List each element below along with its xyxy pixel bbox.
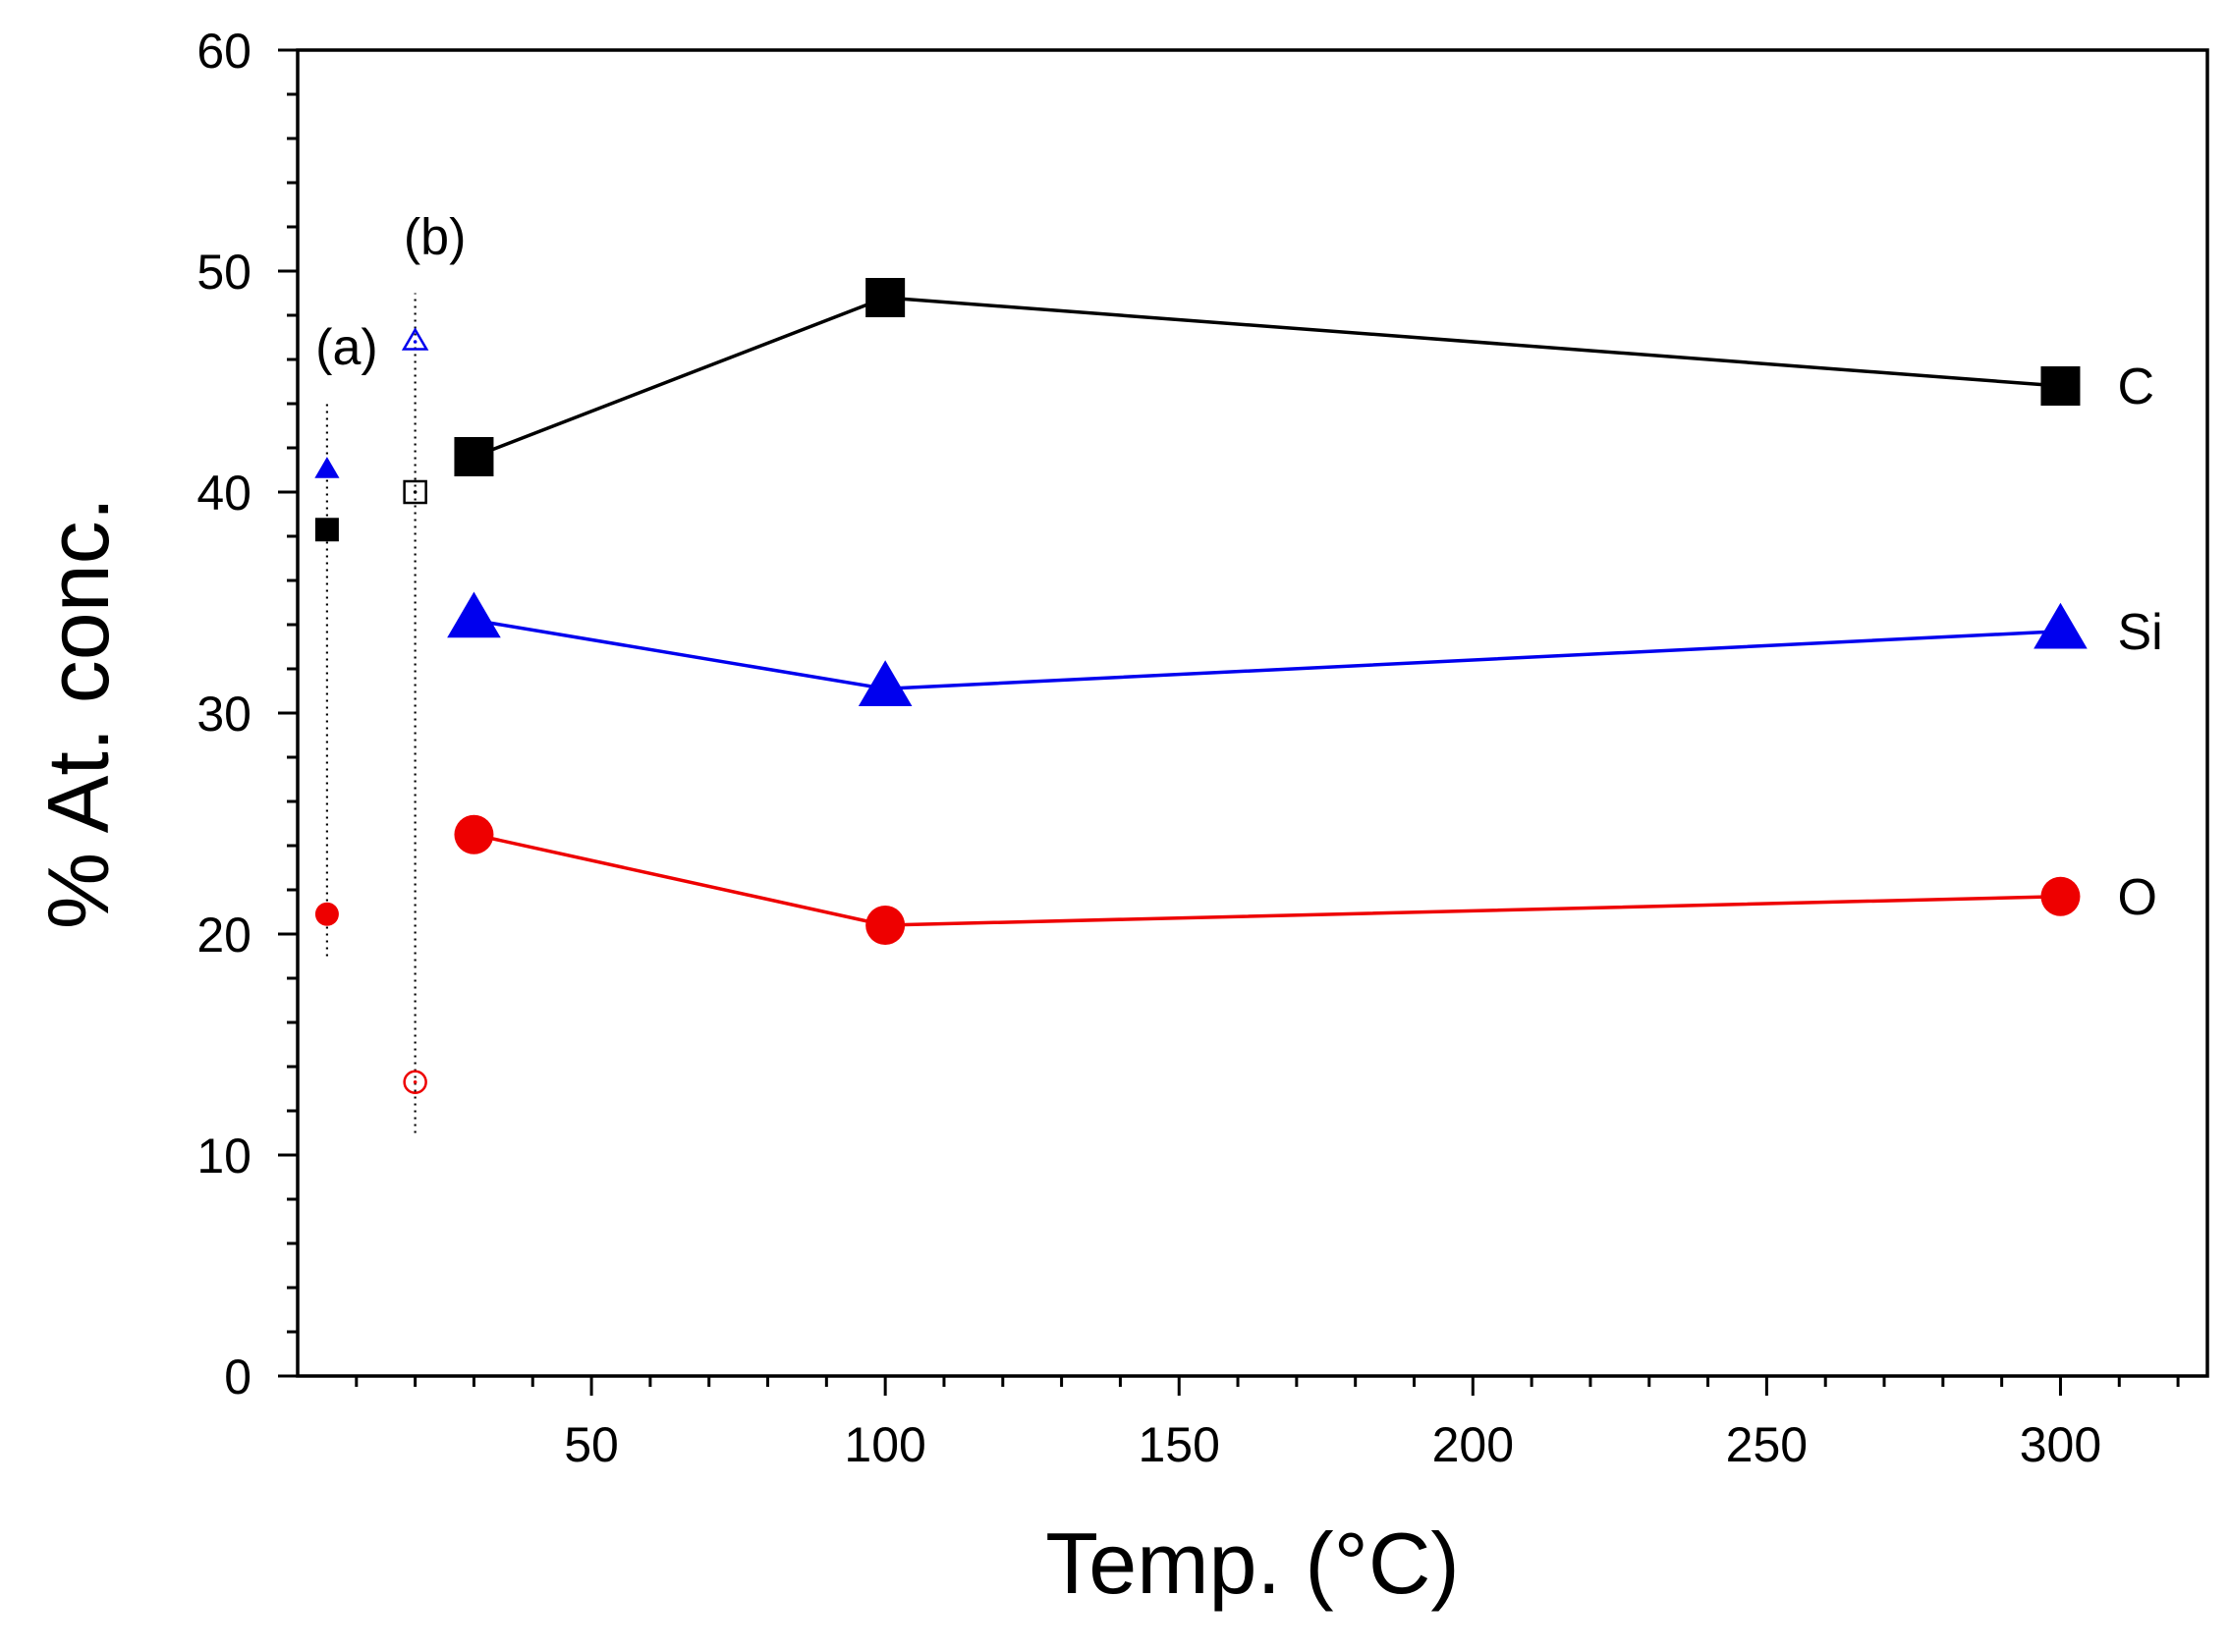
reference-label: (b): [404, 209, 467, 266]
data-point-c: [865, 278, 906, 317]
y-tick-label: 10: [196, 1129, 251, 1184]
ticks-layer: 50 100 150 200 250 300 0 10 20 30 40 50 60: [196, 24, 2180, 1472]
reference-point-o: [314, 902, 339, 926]
data-point-o: [2040, 876, 2081, 916]
series-label-c: C: [2117, 358, 2154, 415]
data-point-c: [2040, 366, 2081, 406]
data-point-si: [858, 660, 913, 707]
data-point-si: [2034, 602, 2088, 649]
y-tick-label: 60: [196, 24, 251, 79]
y-tick-label: 0: [224, 1349, 251, 1404]
reference-point-o-center-dot: [413, 1079, 418, 1084]
plot-frame: [296, 48, 2209, 1378]
reference-point-o: [403, 1070, 427, 1094]
series-label-o: O: [2117, 869, 2156, 926]
reference-point-si: [401, 327, 429, 351]
x-tick-label: 300: [2020, 1417, 2101, 1472]
data-point-o: [865, 906, 906, 945]
x-axis-title: Temp. (°C): [1045, 1514, 1459, 1612]
y-axis-title: % At. conc.: [29, 497, 127, 929]
x-tick-label: 100: [844, 1417, 925, 1472]
reference-point-si-center-dot: [413, 340, 418, 344]
reference-point-c: [403, 479, 427, 505]
x-tick-label: 150: [1139, 1417, 1220, 1472]
data-point-c: [454, 437, 494, 476]
x-tick-label: 200: [1432, 1417, 1514, 1472]
reference-point-c: [314, 518, 339, 542]
reference-point-si: [314, 457, 340, 478]
x-tick-label: 50: [564, 1417, 619, 1472]
y-tick-label: 50: [196, 245, 251, 300]
y-tick-label: 40: [196, 466, 251, 521]
series-label-si: Si: [2117, 604, 2162, 661]
y-tick-label: 30: [196, 687, 251, 742]
data-point-o: [454, 814, 494, 854]
reference-layer: (a) (b): [314, 209, 466, 1133]
series-layer: C Si O: [447, 278, 2163, 945]
reference-point-c-center-dot: [413, 490, 418, 494]
y-tick-label: 20: [196, 908, 251, 963]
data-point-si: [447, 591, 501, 638]
x-tick-label: 250: [1726, 1417, 1808, 1472]
reference-label: (a): [315, 319, 378, 376]
